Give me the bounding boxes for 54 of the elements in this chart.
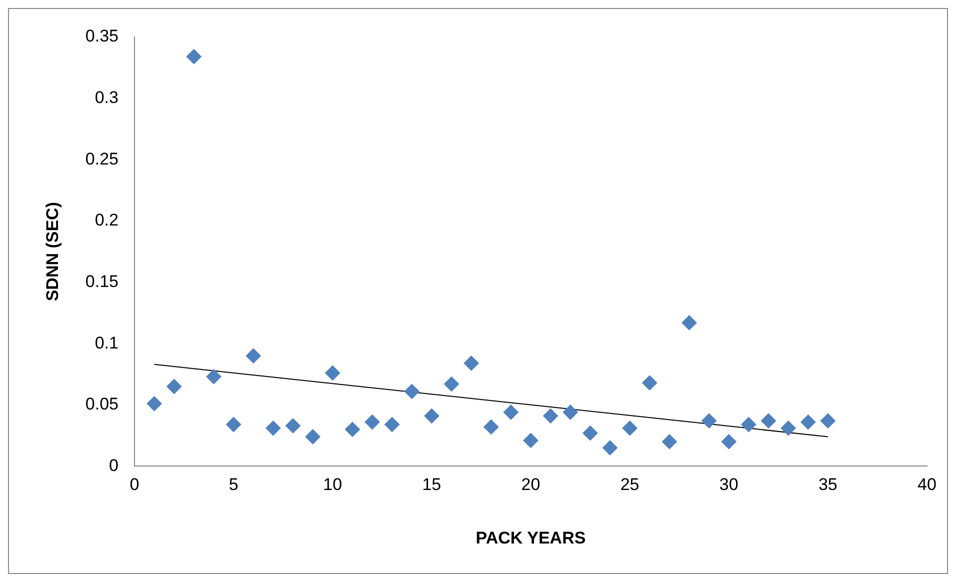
- point: [543, 408, 558, 424]
- x-tick-label: 40: [918, 475, 936, 494]
- point: [226, 417, 242, 432]
- point: [404, 384, 420, 399]
- point: [424, 408, 440, 424]
- x-tick-label: 15: [422, 475, 442, 494]
- point: [761, 413, 776, 428]
- y-axis-title: SDNN (SEC): [42, 202, 62, 302]
- point: [582, 426, 598, 441]
- y-tick-label: 0.25: [85, 149, 118, 168]
- point: [305, 429, 320, 444]
- point: [721, 434, 736, 450]
- point: [642, 375, 658, 390]
- point: [780, 420, 796, 436]
- point: [444, 376, 459, 392]
- point: [266, 420, 281, 436]
- x-tick-label: 10: [323, 475, 342, 494]
- point: [344, 422, 360, 437]
- point: [820, 413, 836, 428]
- x-tick-label: 30: [719, 475, 738, 494]
- point: [741, 417, 756, 432]
- point: [186, 49, 202, 64]
- point: [602, 440, 618, 456]
- point: [484, 419, 499, 434]
- point: [702, 413, 717, 428]
- y-tick-label: 0.35: [85, 26, 118, 46]
- point: [384, 417, 400, 432]
- y-tick-label: 0.05: [85, 394, 118, 414]
- x-tick-label: 25: [620, 475, 640, 494]
- point: [503, 404, 518, 420]
- point: [246, 348, 261, 364]
- point: [146, 396, 162, 412]
- y-tick-label: 0: [109, 456, 118, 475]
- point: [285, 418, 300, 434]
- point: [464, 356, 479, 371]
- point: [562, 404, 578, 420]
- point: [800, 414, 816, 430]
- y-tick-label: 0.15: [85, 272, 118, 291]
- point: [166, 378, 182, 394]
- x-axis-title: PACK YEARS: [476, 528, 586, 548]
- y-tick-label: 0.2: [94, 210, 118, 230]
- point: [325, 366, 340, 381]
- point: [682, 315, 697, 330]
- y-tick-label: 0.3: [94, 88, 118, 107]
- point: [364, 414, 380, 430]
- point: [662, 434, 677, 450]
- x-tick-label: 5: [228, 475, 238, 494]
- y-tick-label: 0.1: [94, 333, 118, 352]
- x-tick-label: 0: [130, 475, 140, 494]
- x-tick-label: 20: [521, 475, 540, 494]
- point: [206, 369, 222, 384]
- x-tick-label: 35: [818, 475, 838, 494]
- point: [622, 420, 638, 436]
- point: [523, 432, 538, 448]
